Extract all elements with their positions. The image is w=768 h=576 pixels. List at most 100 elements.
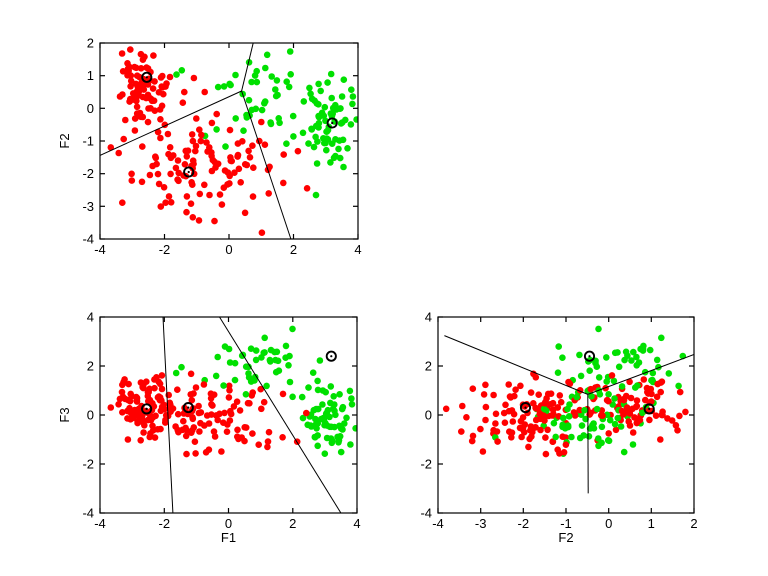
scatter-point-green: [603, 354, 610, 361]
scatter-point-red: [535, 391, 542, 399]
scatter-point-red: [258, 405, 265, 413]
scatter-point-green: [665, 370, 673, 377]
scatter-point-green: [213, 126, 220, 133]
scatter-point-red: [258, 229, 266, 236]
scatter-point-red: [505, 381, 512, 388]
scatter-point-red: [469, 432, 477, 440]
decision-boundary: [587, 354, 694, 395]
scatter-point-red: [612, 426, 620, 434]
scatter-point-red: [140, 86, 148, 93]
scatter-point-red: [587, 409, 594, 417]
scatter-point-green: [615, 363, 623, 371]
scatter-point-green: [606, 416, 614, 424]
scatter-point-red: [542, 434, 549, 441]
scatter-point-red: [541, 400, 548, 407]
scatter-point-green: [263, 382, 270, 390]
scatter-point-green: [649, 369, 657, 377]
scatter-point-green: [323, 422, 331, 429]
scatter-point-green: [328, 94, 336, 102]
scatter-point-green: [319, 401, 326, 408]
x-tick-label: 0: [225, 242, 232, 257]
scatter-point-red: [126, 397, 134, 405]
y-tick-label: 4: [425, 310, 432, 325]
scatter-point-green: [321, 450, 329, 458]
scatter-point-red: [157, 407, 165, 415]
scatter-point-red: [152, 412, 159, 420]
scatter-point-red: [127, 46, 134, 53]
scatter-point-red: [124, 60, 131, 67]
scatter-point-red: [477, 425, 484, 433]
scatter-point-green: [347, 121, 355, 128]
scatter-point-red: [234, 140, 242, 147]
scatter-point-red: [626, 378, 633, 386]
scatter-point-red: [172, 423, 179, 430]
cluster-center-marker: [182, 402, 194, 414]
plot-area-f2f3: [442, 325, 694, 494]
scatter-point-red: [144, 118, 152, 126]
scatter-point-green: [315, 124, 322, 131]
scatter-point-red: [139, 113, 147, 121]
scatter-point-green: [593, 363, 601, 371]
scatter-point-green: [266, 356, 274, 364]
scatter-point-red: [620, 411, 627, 418]
x-tick-label: -3: [475, 516, 487, 531]
scatter-point-green: [306, 84, 313, 92]
scatter-point-red: [559, 433, 566, 441]
scatter-point-red: [121, 376, 128, 383]
scatter-point-red: [547, 401, 554, 408]
scatter-point-red: [192, 142, 200, 150]
scatter-point-red: [127, 95, 134, 103]
scatter-point-red: [124, 415, 131, 422]
scatter-point-green: [232, 71, 239, 79]
x-tick-label: -4: [432, 516, 444, 531]
scatter-point-red: [158, 385, 166, 393]
scatter-point-red: [82, 385, 89, 392]
cluster-center-marker: [583, 350, 596, 362]
scatter-point-green: [251, 377, 258, 384]
scatter-point-green: [604, 437, 612, 444]
scatter-point-red: [249, 193, 257, 200]
scatter-point-red: [157, 134, 164, 142]
y-tick-label: 2: [87, 359, 94, 374]
y-tick-label: 0: [87, 408, 94, 423]
scatter-point-red: [468, 437, 476, 445]
scatter-point-green: [336, 105, 344, 112]
scatter-point-red: [145, 388, 152, 396]
scatter-point-red: [557, 398, 565, 406]
scatter-point-red: [146, 171, 154, 179]
scatter-point-green: [317, 87, 325, 95]
scatter-point-green: [324, 79, 331, 86]
scatter-point-red: [182, 147, 189, 155]
scatter-point-red: [155, 89, 163, 96]
scatter-point-red: [183, 153, 191, 160]
scatter-point-red: [508, 407, 516, 414]
scatter-point-green: [287, 71, 295, 78]
scatter-point-green: [312, 415, 319, 423]
scatter-point-green: [214, 83, 222, 91]
scatter-point-red: [189, 214, 197, 221]
scatter-point-red: [501, 419, 509, 427]
scatter-point-red: [257, 385, 265, 393]
scatter-point-red: [188, 131, 196, 138]
scatter-point-red: [128, 177, 136, 184]
x-tick-label: 2: [690, 516, 697, 531]
cluster-center-marker: [325, 350, 337, 362]
scatter-point-red: [201, 88, 208, 96]
scatter-point-red: [158, 102, 166, 110]
y-axis-label-f1f2: F2: [57, 133, 72, 148]
scatter-point-green: [332, 101, 339, 109]
y-tick-label: -1: [82, 134, 94, 149]
scatter-point-green: [314, 377, 321, 385]
decision-boundary: [241, 43, 254, 92]
scatter-point-red: [160, 184, 168, 191]
scatter-point-red: [146, 433, 153, 441]
scatter-point-green: [582, 415, 589, 423]
x-axis-label-f2f3: F2: [558, 530, 573, 545]
scatter-point-green: [276, 119, 283, 127]
scatter-point-red: [158, 372, 166, 379]
scatter-point-red: [174, 386, 181, 394]
scatter-point-red: [141, 422, 148, 429]
scatter-point-green: [328, 140, 336, 147]
scatter-point-red: [179, 99, 187, 106]
scatter-point-red: [532, 374, 540, 381]
